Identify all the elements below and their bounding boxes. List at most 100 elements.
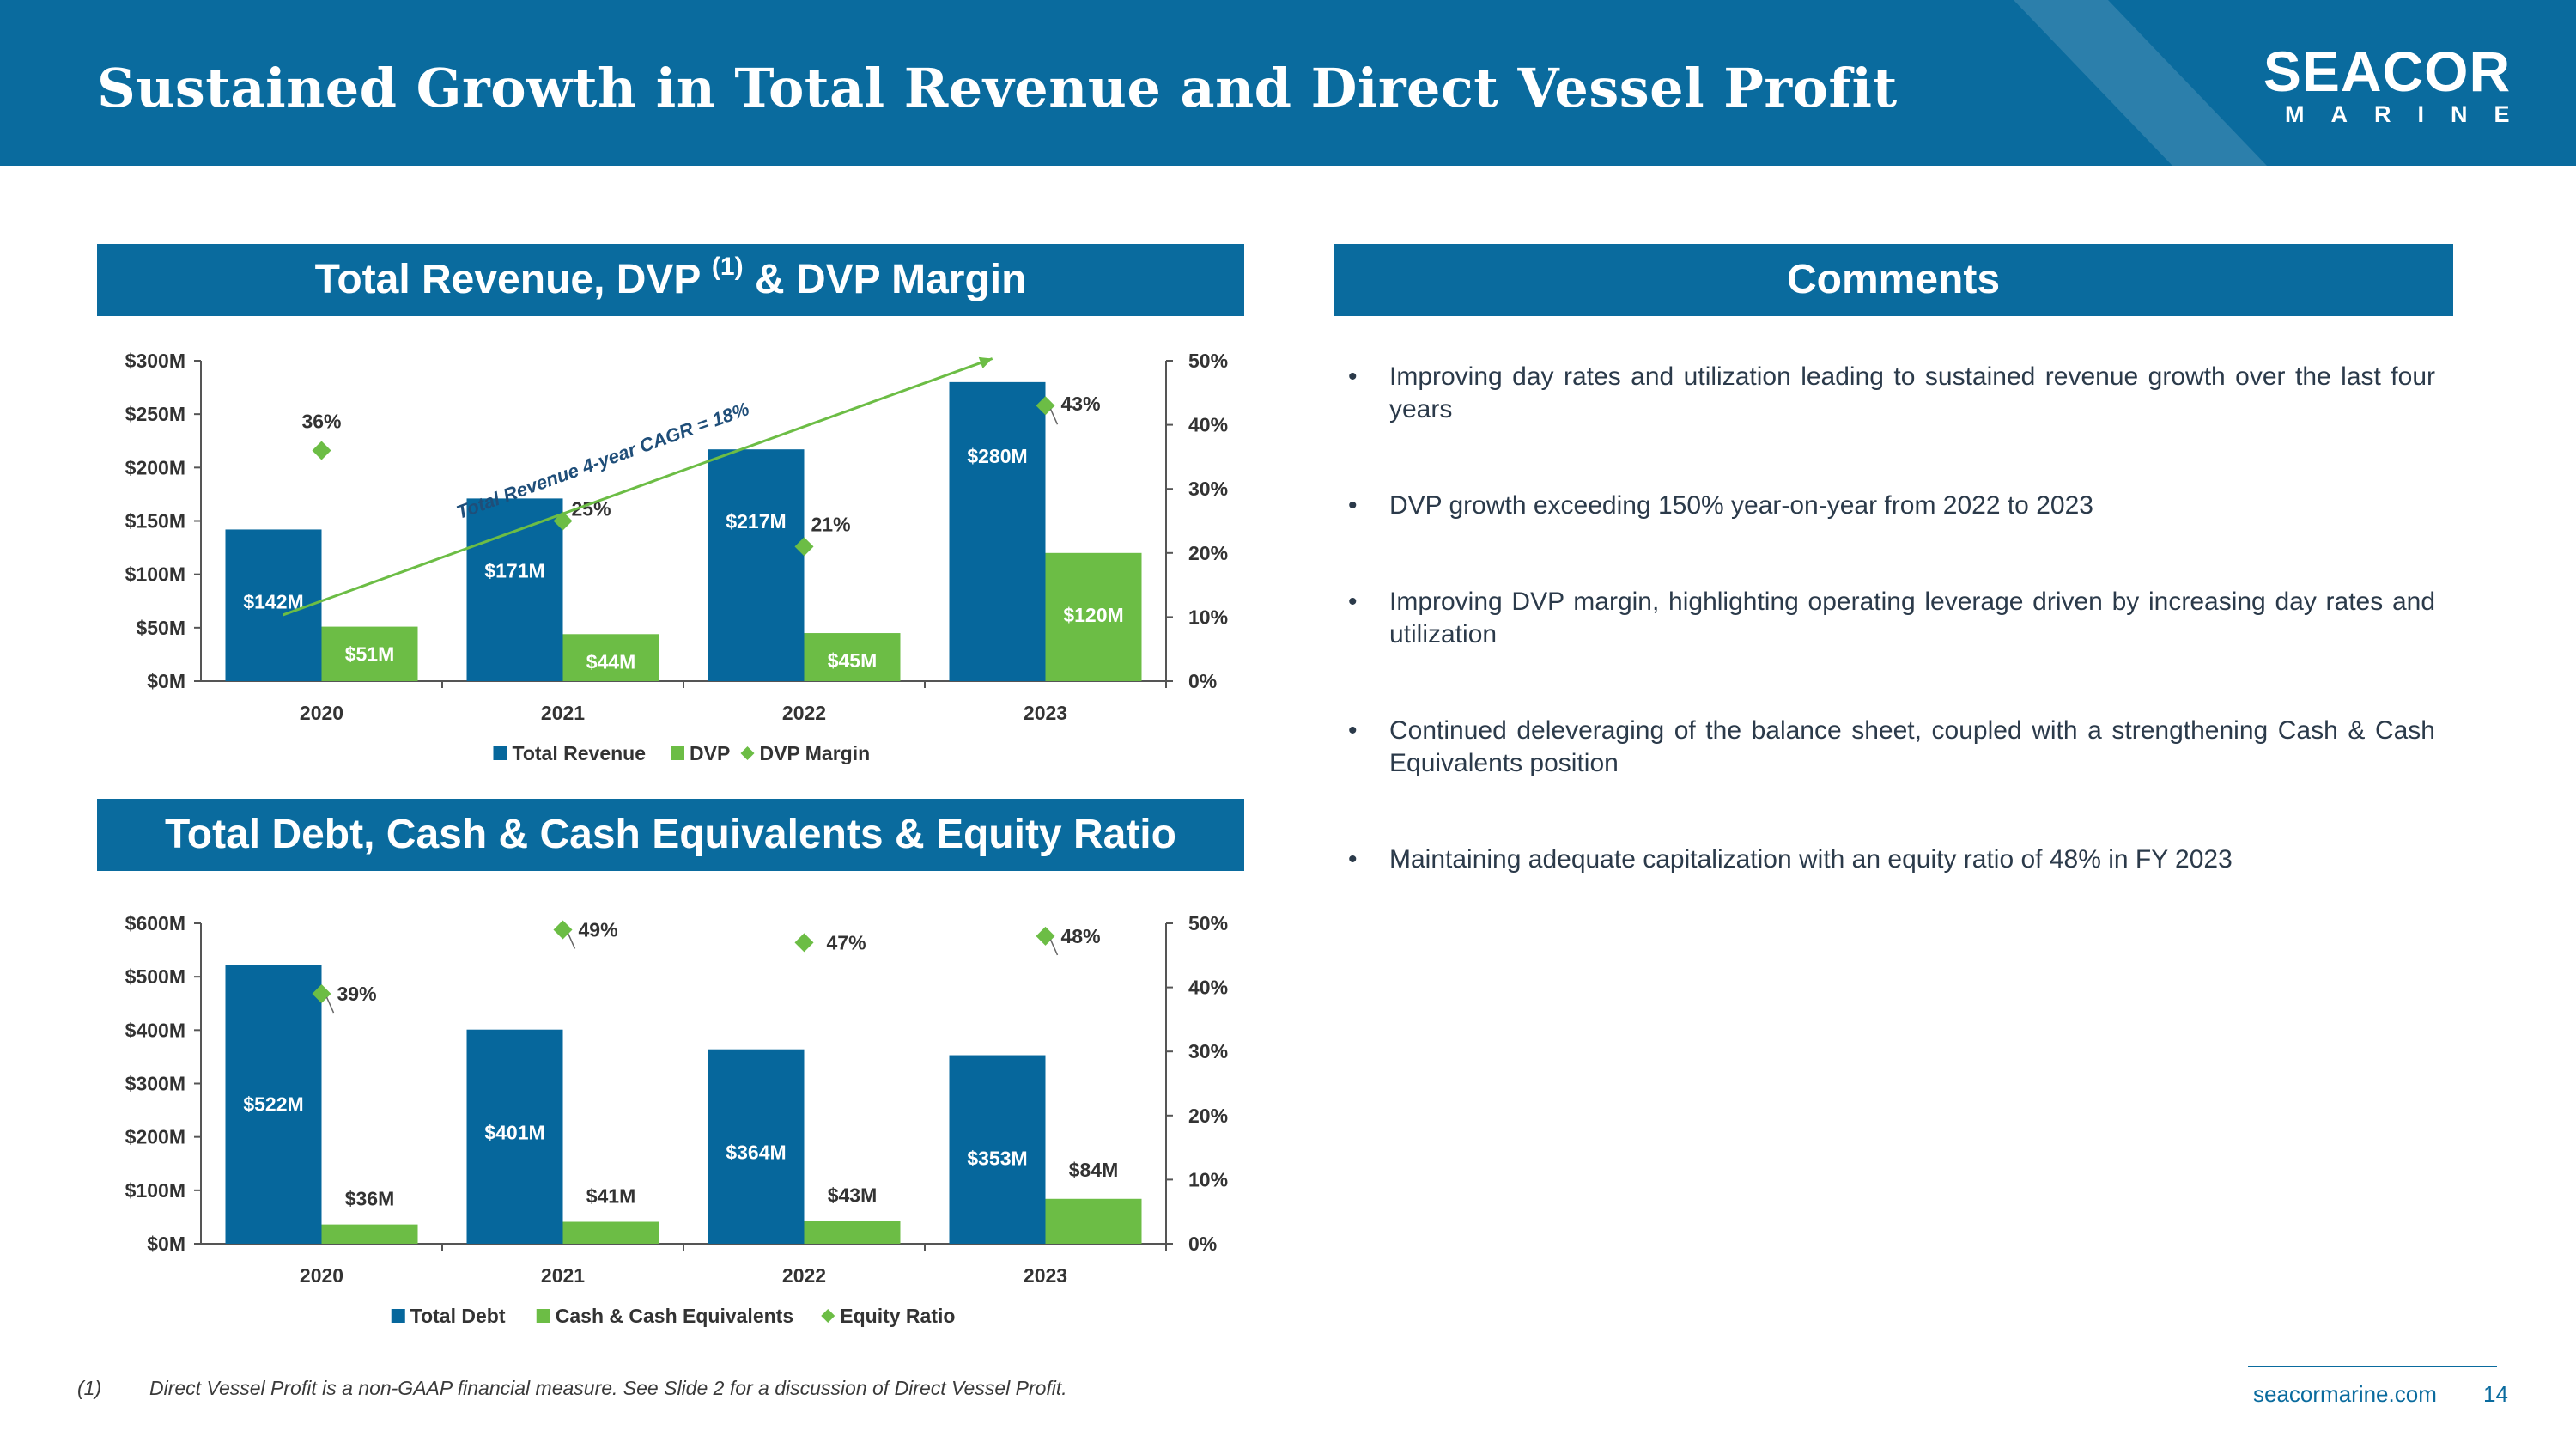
- bar-dvp: [562, 634, 659, 681]
- marker-equity-ratio: [794, 933, 814, 953]
- marker-dvp-margin: [312, 441, 331, 460]
- legend-swatch: [536, 1309, 550, 1323]
- bar-cash-cash-equivalents: [804, 1221, 901, 1244]
- bullet-marker: •: [1348, 362, 1358, 391]
- bar-cash-cash-equivalents: [1045, 1198, 1142, 1244]
- marker-equity-ratio: [312, 984, 331, 1004]
- x-tick-label: 2020: [300, 1264, 343, 1287]
- y2-tick-label: 0%: [1188, 1233, 1217, 1255]
- comment-item: • Maintaining adequate capitalization wi…: [1348, 843, 2435, 876]
- legend-swatch: [671, 746, 684, 760]
- bar-dvp: [804, 633, 901, 681]
- marker-label: 21%: [811, 513, 851, 535]
- debt-chart: $0M $100M $200M $300M $400M $500M $600M 0% 10% 20…: [125, 912, 1228, 1327]
- comment-text: Improving day rates and utilization lead…: [1389, 362, 2435, 423]
- data-label: $43M: [828, 1184, 878, 1206]
- header-decoration: [2014, 0, 2267, 166]
- marker-label: 47%: [827, 931, 866, 953]
- marker-label: 49%: [579, 918, 618, 941]
- data-label: $522M: [243, 1093, 303, 1115]
- y-tick-label: $300M: [125, 350, 185, 372]
- marker-label: 48%: [1061, 925, 1101, 947]
- legend-marker: [740, 746, 755, 760]
- bar-total-revenue: [466, 498, 563, 681]
- bar-total-debt: [708, 1049, 805, 1244]
- legend-swatch: [391, 1309, 405, 1323]
- x-tick-label: 2020: [300, 702, 343, 724]
- y2-tick-label: 40%: [1188, 414, 1228, 436]
- revenue-banner-footnote-marker: (1): [711, 253, 744, 281]
- bar-dvp: [1045, 552, 1142, 681]
- revenue-chart: $0M $50M $100M $150M $200M $250M $300M 0% 10% 20%…: [125, 350, 1228, 764]
- data-label: $401M: [484, 1122, 544, 1144]
- data-label: $41M: [586, 1185, 636, 1208]
- comments-banner: Comments: [1334, 244, 2453, 316]
- x-tick-label: 2023: [1024, 702, 1067, 724]
- website-link[interactable]: seacormarine.com: [2253, 1381, 2437, 1407]
- y2-tick-label: 50%: [1188, 350, 1228, 372]
- comment-text: DVP growth exceeding 150% year-on-year f…: [1389, 491, 2093, 520]
- x-tick-label: 2022: [782, 702, 826, 724]
- data-label: $45M: [828, 649, 878, 672]
- y-tick-label: $100M: [125, 1179, 185, 1202]
- bullet-marker: •: [1348, 491, 1358, 520]
- logo-subtitle: MARINE: [2285, 101, 2537, 127]
- comment-text: Improving DVP margin, highlighting opera…: [1389, 588, 2435, 648]
- bar-total-debt: [225, 965, 322, 1244]
- bar-cash-cash-equivalents: [321, 1224, 418, 1244]
- revenue-banner-tail: & DVP Margin: [754, 257, 1027, 302]
- y2-tick-label: 20%: [1188, 1105, 1228, 1127]
- logo-wordmark: SEACOR: [2263, 40, 2512, 103]
- y2-tick-label: 10%: [1188, 1168, 1228, 1190]
- footnote: (1) Direct Vessel Profit is a non-GAAP fi…: [77, 1377, 1067, 1400]
- y-tick-label: $0M: [147, 1233, 185, 1255]
- bar-dvp: [321, 626, 418, 681]
- comment-text: Continued deleveraging of the balance sh…: [1389, 716, 2435, 777]
- y2-tick-label: 30%: [1188, 478, 1228, 500]
- company-logo: SEACOR MARINE: [2258, 43, 2516, 129]
- footnote-marker: (1): [77, 1377, 102, 1399]
- data-label: $353M: [967, 1148, 1027, 1170]
- slide-title: Sustained Growth in Total Revenue and Di…: [97, 57, 1898, 119]
- comment-text: Maintaining adequate capitalization with…: [1389, 845, 2233, 874]
- y-tick-label: $400M: [125, 1019, 185, 1041]
- y-tick-label: $100M: [125, 563, 185, 586]
- marker-equity-ratio: [1036, 926, 1055, 946]
- y2-tick-label: 20%: [1188, 542, 1228, 564]
- y-tick-label: $50M: [136, 617, 185, 639]
- y2-tick-label: 40%: [1188, 977, 1228, 999]
- leader-line: [1049, 408, 1059, 425]
- data-label: $36M: [345, 1188, 395, 1210]
- marker-label: 39%: [337, 983, 377, 1005]
- y2-tick-label: 50%: [1188, 912, 1228, 935]
- data-label: $142M: [243, 590, 303, 612]
- y-tick-label: $250M: [125, 403, 185, 425]
- marker-dvp-margin: [1036, 396, 1055, 416]
- bar-total-revenue: [708, 449, 805, 681]
- marker-dvp-margin: [794, 537, 814, 557]
- y-tick-label: $150M: [125, 510, 185, 533]
- legend-label: DVP Margin: [760, 742, 871, 764]
- comment-item: • Improving DVP margin, highlighting ope…: [1348, 586, 2435, 651]
- y-tick-label: $500M: [125, 965, 185, 988]
- data-label: $84M: [1069, 1159, 1119, 1181]
- x-tick-label: 2023: [1024, 1264, 1067, 1287]
- footnote-text: Direct Vessel Profit is a non-GAAP finan…: [149, 1377, 1067, 1399]
- y2-tick-label: 0%: [1188, 670, 1217, 692]
- x-tick-label: 2021: [541, 1264, 585, 1287]
- legend-marker: [821, 1309, 835, 1323]
- marker-label: 43%: [1061, 393, 1101, 415]
- y2-tick-label: 30%: [1188, 1040, 1228, 1062]
- bullet-marker: •: [1348, 716, 1358, 745]
- page-number: 14: [2483, 1381, 2508, 1407]
- y-tick-label: $300M: [125, 1073, 185, 1095]
- legend-swatch: [493, 746, 507, 760]
- comment-item: • DVP growth exceeding 150% year-on-year…: [1348, 490, 2435, 522]
- y2-tick-label: 10%: [1188, 606, 1228, 628]
- legend-label: DVP: [690, 742, 730, 764]
- bar-total-revenue: [949, 381, 1046, 681]
- data-label: $171M: [484, 559, 544, 581]
- cagr-arrowhead: [978, 356, 993, 368]
- data-label: $51M: [345, 643, 395, 666]
- footer-divider: [2248, 1366, 2497, 1367]
